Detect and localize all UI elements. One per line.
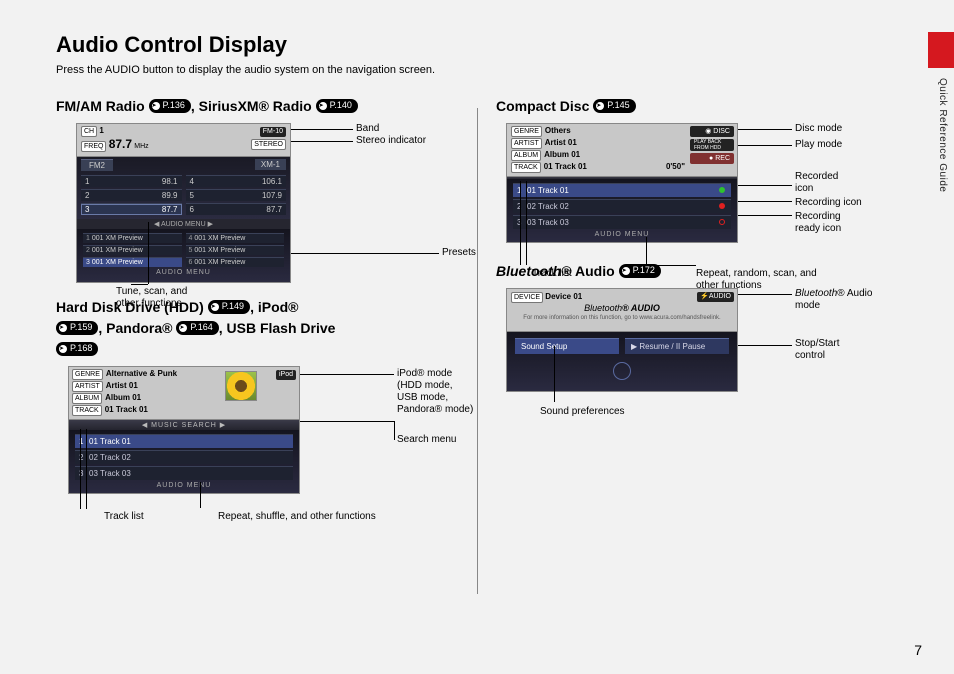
track-row: 202 Track 02 (75, 450, 293, 464)
callout-repeat: Repeat, shuffle, and other functions (218, 511, 376, 523)
audio-menu-label: AUDIO MENU (513, 231, 731, 238)
xm-preset: 1 001 XM Preview (83, 233, 182, 243)
device-label-chip: DEVICE (511, 292, 543, 303)
bt-audio-chip: ⚡AUDIO (697, 292, 734, 302)
fm-screenshot: CH 1 FREQ 87.7 MHz FM-10 STEREO FM2 XM-1 (76, 123, 456, 283)
audio-menu-label: AUDIO MENU (75, 482, 293, 489)
callout-recorded: Recorded icon (795, 171, 855, 195)
callout-sound-pref: Sound preferences (540, 406, 625, 418)
page-subtitle: Press the AUDIO button to display the au… (56, 64, 898, 76)
preset-freq: 198.1 (81, 175, 182, 187)
page-number: 7 (914, 642, 922, 658)
track-row-selected: 101 Track 01 (75, 434, 293, 448)
recording-ready-icon (719, 219, 725, 225)
music-search-bar: ◀ MUSIC SEARCH ▶ (68, 420, 300, 430)
bt-screenshot: DEVICE Device 01 ⚡AUDIO Bluetooth® AUDIO… (506, 288, 900, 392)
page-ref-pill: P.159 (56, 321, 98, 335)
xm-band-tab: XM-1 (255, 159, 286, 170)
album-art-icon (225, 371, 257, 401)
callout-ready: Recording ready icon (795, 211, 865, 235)
cd-heading: Compact Disc P.145 (496, 96, 900, 117)
red-tab (928, 32, 954, 68)
ipod-mode-chip: iPod (276, 370, 296, 380)
callout-band: Band (356, 123, 379, 135)
callout-tracklist: Track list (104, 511, 144, 523)
page-ref-pill: P.145 (593, 99, 635, 113)
recorded-icon (719, 187, 725, 193)
preset-freq: 5107.9 (186, 189, 287, 201)
page-ref-pill: P.136 (149, 99, 191, 113)
xm-preset: 2 001 XM Preview (83, 245, 182, 255)
callout-stereo: Stereo indicator (356, 135, 426, 147)
xm-preset: 5 001 XM Preview (186, 245, 285, 255)
recording-icon (719, 203, 725, 209)
stereo-chip: STEREO (251, 139, 286, 150)
preset-freq: 687.7 (186, 203, 287, 215)
freq-label-chip: FREQ (81, 141, 106, 152)
fm-band-tab: FM2 (81, 159, 113, 171)
track-row-selected: 101 Track 01 (513, 183, 731, 197)
play-mode-chip: PLAY BACK FROM HDD (690, 139, 734, 151)
callout-recording: Recording icon (795, 197, 862, 209)
callout-ipod-mode: iPod® mode (HDD mode, USB mode, Pandora®… (397, 368, 475, 416)
side-label: Quick Reference Guide (930, 78, 948, 192)
callout-search: Search menu (397, 434, 456, 446)
track-row: 303 Track 03 (75, 466, 293, 480)
callout-bt-mode: BluetoothBluetooth® Audio mode® Audio mo… (795, 288, 875, 312)
callout-tracklist: Track list (532, 268, 572, 280)
callout-presets: Presets (442, 247, 476, 259)
callout-stop-start: Stop/Start control (795, 338, 855, 362)
callout-play-mode: Play mode (795, 139, 842, 151)
page-ref-pill: P.164 (176, 321, 218, 335)
cd-screenshot: GENREOthers ARTISTArtist 01 ALBUMAlbum 0… (506, 123, 900, 243)
page-ref-pill: P.140 (316, 99, 358, 113)
track-row: 202 Track 02 (513, 199, 731, 213)
callout-tune: Tune, scan, and other functions (116, 286, 210, 310)
track-row: 303 Track 03 (513, 215, 731, 229)
sound-setup-button: Sound Setup (515, 338, 619, 354)
page-ref-pill: P.149 (208, 300, 250, 314)
page-ref-pill: P.172 (619, 264, 661, 278)
page-ref-pill: P.168 (56, 342, 98, 356)
band-chip: FM-10 (260, 127, 286, 137)
preset-freq-selected: 387.7 (81, 203, 182, 215)
rec-chip: ● REC (690, 153, 734, 164)
callout-disc-mode: Disc mode (795, 123, 842, 135)
audio-menu-label: AUDIO MENU (83, 269, 284, 276)
fm-heading: FM/AM Radio P.136, SiriusXM® Radio P.140 (56, 96, 460, 117)
xm-preset-selected: 3 001 XM Preview (83, 257, 182, 267)
audio-menu-bar: ◀ AUDIO MENU ▶ (76, 219, 291, 229)
hdd-screenshot: GENREAlternative & Punk ARTISTArtist 01 … (68, 366, 460, 494)
xm-preset: 4 001 XM Preview (186, 233, 285, 243)
ch-label-chip: CH (81, 126, 97, 137)
preset-freq: 289.9 (81, 189, 182, 201)
disc-mode-chip: ◉ DISC (690, 126, 734, 137)
page-title: Audio Control Display (56, 32, 898, 58)
resume-pause-button: ▶ Resume / II Pause (625, 338, 729, 354)
preset-freq: 4106.1 (186, 175, 287, 187)
xm-preset: 6 001 XM Preview (186, 257, 285, 267)
bt-info-text: For more information on this function, g… (511, 315, 733, 322)
